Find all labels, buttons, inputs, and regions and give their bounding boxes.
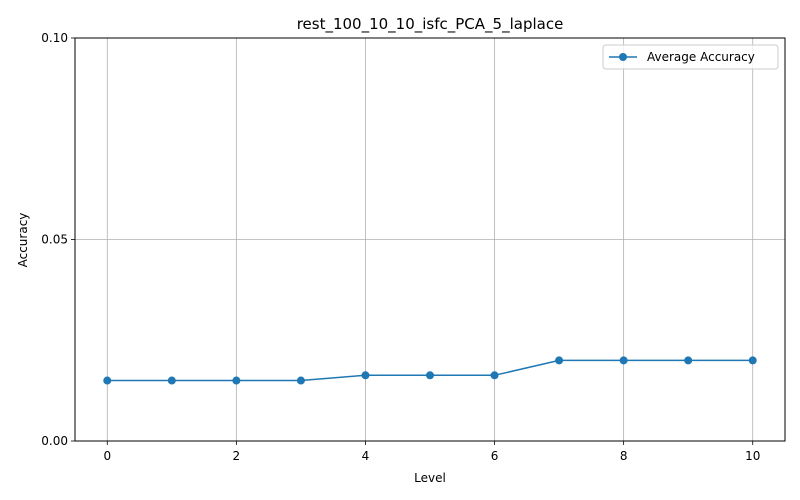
data-point (232, 376, 241, 385)
legend-box (602, 44, 779, 70)
data-point (684, 356, 693, 365)
data-point (296, 376, 305, 385)
legend-marker-sample (619, 53, 627, 61)
y-axis-label: Accuracy (16, 213, 30, 268)
y-tick-label: 0.05 (41, 233, 68, 247)
data-point (555, 356, 564, 365)
x-tick-label: 0 (103, 449, 111, 463)
legend-label: Average Accuracy (647, 50, 755, 64)
data-point (361, 371, 370, 380)
data-point (748, 356, 757, 365)
data-point (490, 371, 499, 380)
y-tick-label: 0.10 (41, 31, 68, 45)
data-point (167, 376, 176, 385)
data-point (103, 376, 112, 385)
data-point (426, 371, 434, 380)
chart-title: rest_100_10_10_isfc_PCA_5_laplace (297, 15, 564, 34)
x-tick-label: 8 (620, 449, 628, 463)
x-axis-label: Level (414, 471, 446, 485)
x-tick-label: 2 (233, 449, 241, 463)
legend: Average Accuracy (602, 44, 779, 70)
data-point (619, 356, 628, 365)
x-tick-label: 6 (491, 449, 499, 463)
axis-ticks: 0 2 4 6 8 10 0.00 0.05 0.10 (41, 31, 760, 463)
series-layer (103, 356, 757, 385)
y-tick-label: 0.00 (41, 434, 68, 448)
x-tick-label: 10 (745, 449, 760, 463)
x-tick-label: 4 (362, 449, 370, 463)
